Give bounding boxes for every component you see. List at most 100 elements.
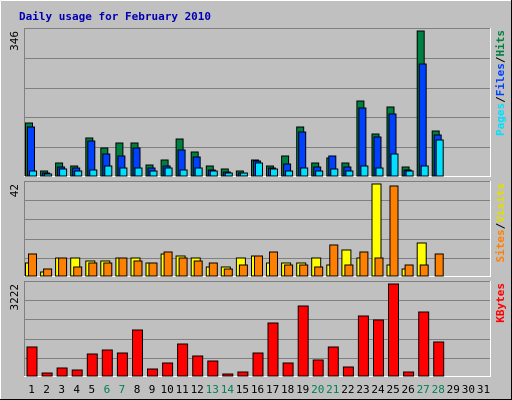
- legend-entry: /: [494, 222, 507, 229]
- bar-hits-pages-day-14: [224, 172, 233, 177]
- bar-hits-pages-day-4: [74, 170, 83, 177]
- bar-hits-pages-day-28: [435, 139, 444, 177]
- bar-hits-files-day-27: [418, 63, 427, 177]
- bar-visits-sites-day-13: [208, 262, 218, 277]
- x-tick-label-day-19: 19: [296, 383, 309, 396]
- bar-visits-sites-day-25: [389, 185, 399, 277]
- bar-visits-sites-day-3: [58, 257, 68, 277]
- bar-hits-pages-day-5: [89, 169, 98, 177]
- bar-visits-sites-day-17: [269, 251, 278, 277]
- bar-hits-pages-day-26: [405, 170, 414, 177]
- legend-kbytes: KBytes: [494, 283, 507, 323]
- bar-hits-pages-day-3: [59, 168, 68, 177]
- bar-hits-pages-day-27: [420, 165, 429, 177]
- bar-kbytes-kbytes-day-20: [312, 359, 324, 377]
- bar-hits-pages-day-25: [390, 153, 399, 177]
- bar-hits-pages-day-11: [179, 169, 188, 177]
- bar-visits-sites-day-15: [238, 264, 248, 277]
- bar-hits-pages-day-19: [300, 167, 309, 177]
- x-tick-label-day-15: 15: [236, 383, 249, 396]
- x-tick-label-day-12: 12: [191, 383, 204, 396]
- bar-visits-sites-day-1: [28, 253, 37, 277]
- chart-title: Daily usage for February 2010: [19, 10, 211, 23]
- bar-kbytes-kbytes-day-14: [222, 373, 234, 377]
- bar-visits-sites-day-24: [374, 257, 384, 277]
- bar-kbytes-kbytes-day-10: [162, 362, 174, 377]
- bar-kbytes-kbytes-day-18: [282, 362, 294, 377]
- x-axis-labels: 1 2 3 4 5 6 7 8 9 10 11 12 13 14 15 16 17 18 19 20 21 22 23 24 2…: [28, 383, 490, 396]
- legend-entry: /: [494, 96, 507, 103]
- x-tick-label-day-8: 8: [134, 383, 141, 396]
- x-tick-label-day-26: 26: [401, 383, 414, 396]
- bar-visits-sites-day-5: [88, 262, 98, 277]
- panel-kbytes: 3222 KBytes: [8, 281, 507, 377]
- legend-entry: Sites: [494, 229, 507, 262]
- x-tick-label-day-5: 5: [88, 383, 95, 396]
- x-tick-label-day-17: 17: [266, 383, 279, 396]
- y-max-label-kbytes: 3222: [8, 284, 21, 311]
- bar-visits-sites-day-9: [148, 262, 158, 277]
- bar-hits-pages-day-9: [149, 170, 158, 177]
- x-tick-label-day-16: 16: [251, 383, 264, 396]
- bar-kbytes-kbytes-day-1: [26, 346, 38, 377]
- bar-visits-sites-day-6: [103, 262, 113, 277]
- bar-kbytes-kbytes-day-21: [327, 346, 339, 377]
- bar-hits-pages-day-8: [134, 167, 143, 177]
- bar-visits-sites-day-14: [223, 268, 233, 277]
- bar-visits-sites-day-19: [299, 264, 309, 277]
- x-tick-label-day-13: 13: [206, 383, 219, 396]
- x-tick-label-day-14: 14: [221, 383, 235, 396]
- x-tick-label-day-22: 22: [341, 383, 354, 396]
- bar-visits-sites-day-23: [359, 251, 369, 277]
- bar-hits-pages-day-21: [330, 168, 339, 177]
- bar-hits-pages-day-10: [164, 167, 173, 177]
- x-tick-label-day-4: 4: [73, 383, 80, 396]
- bar-hits-pages-day-15: [239, 172, 248, 177]
- bar-hits-pages-day-7: [119, 167, 128, 177]
- x-tick-label-day-18: 18: [281, 383, 294, 396]
- bar-visits-sites-day-12: [193, 260, 203, 277]
- x-tick-label-day-21: 21: [326, 383, 339, 396]
- bar-kbytes-kbytes-day-3: [56, 367, 68, 377]
- bar-hits-pages-day-12: [194, 167, 203, 177]
- bar-hits-files-day-1: [27, 126, 35, 177]
- bar-visits-sites-day-27: [419, 264, 429, 277]
- bar-kbytes-kbytes-day-28: [433, 341, 445, 377]
- bar-visits-sites-day-18: [284, 264, 294, 277]
- legend-visits: Sites/Visits: [494, 183, 507, 263]
- bar-visits-sites-day-7: [118, 257, 128, 277]
- bar-kbytes-kbytes-day-17: [267, 322, 279, 377]
- x-tick-label-day-30: 30: [462, 383, 475, 396]
- bar-visits-sites-day-21: [329, 244, 339, 277]
- bar-visits-sites-day-22: [344, 264, 354, 277]
- x-tick-label-day-31: 31: [477, 383, 490, 396]
- bar-hits-pages-day-1: [29, 170, 37, 177]
- bar-kbytes-kbytes-day-9: [147, 368, 158, 377]
- bar-visits-sites-day-20: [314, 266, 324, 277]
- panel-visits: 42 Sites/Visits: [8, 181, 507, 277]
- bar-visits-sites-day-28: [434, 253, 444, 277]
- bar-visits-sites-day-16: [254, 255, 263, 277]
- x-tick-label-day-11: 11: [176, 383, 189, 396]
- x-tick-label-day-25: 25: [386, 383, 399, 396]
- bar-kbytes-kbytes-day-2: [41, 372, 53, 377]
- x-tick-label-day-9: 9: [149, 383, 156, 396]
- bar-hits-pages-day-6: [104, 165, 113, 177]
- legend-entry: KBytes: [494, 283, 507, 323]
- bar-kbytes-kbytes-day-6: [101, 349, 113, 377]
- bar-kbytes-kbytes-day-26: [403, 371, 415, 377]
- bar-visits-sites-day-8: [133, 260, 143, 277]
- bar-kbytes-kbytes-day-24: [373, 319, 384, 377]
- bar-kbytes-kbytes-day-25: [388, 283, 399, 377]
- x-tick-label-day-23: 23: [356, 383, 369, 396]
- legend-entry: Files: [494, 63, 507, 96]
- bar-visits-sites-day-2: [43, 268, 53, 277]
- bar-kbytes-kbytes-day-12: [192, 355, 204, 377]
- bar-kbytes-kbytes-day-8: [132, 329, 143, 377]
- bar-visits-sites-day-4: [73, 266, 83, 277]
- bar-kbytes-kbytes-day-13: [207, 360, 219, 377]
- bar-visits-sites-day-10: [163, 251, 173, 277]
- bar-visits-sites-day-26: [404, 264, 414, 277]
